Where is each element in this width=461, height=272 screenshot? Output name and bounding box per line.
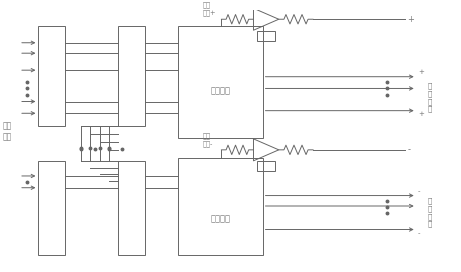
Text: 控
制
信
号: 控 制 信 号 (428, 83, 432, 112)
Bar (118, 161, 145, 255)
Text: 输出
端口: 输出 端口 (3, 122, 12, 142)
Text: +: + (408, 15, 414, 24)
Text: -: - (418, 188, 420, 194)
Text: 输出
信号-: 输出 信号- (203, 132, 213, 147)
Text: 复合开关: 复合开关 (210, 86, 230, 95)
Text: 输出
信号+: 输出 信号+ (203, 2, 216, 16)
Bar (257, 31, 275, 41)
Bar (38, 161, 65, 255)
Bar (257, 161, 275, 171)
Bar (118, 26, 145, 126)
Text: +: + (418, 69, 424, 75)
Text: 控
制
信
号: 控 制 信 号 (428, 198, 432, 227)
Text: 复合开关: 复合开关 (210, 214, 230, 223)
Text: -: - (418, 230, 420, 236)
Text: +: + (418, 111, 424, 117)
Bar (177, 26, 263, 138)
Bar (177, 159, 263, 255)
Text: -: - (408, 145, 410, 154)
Bar (38, 26, 65, 126)
